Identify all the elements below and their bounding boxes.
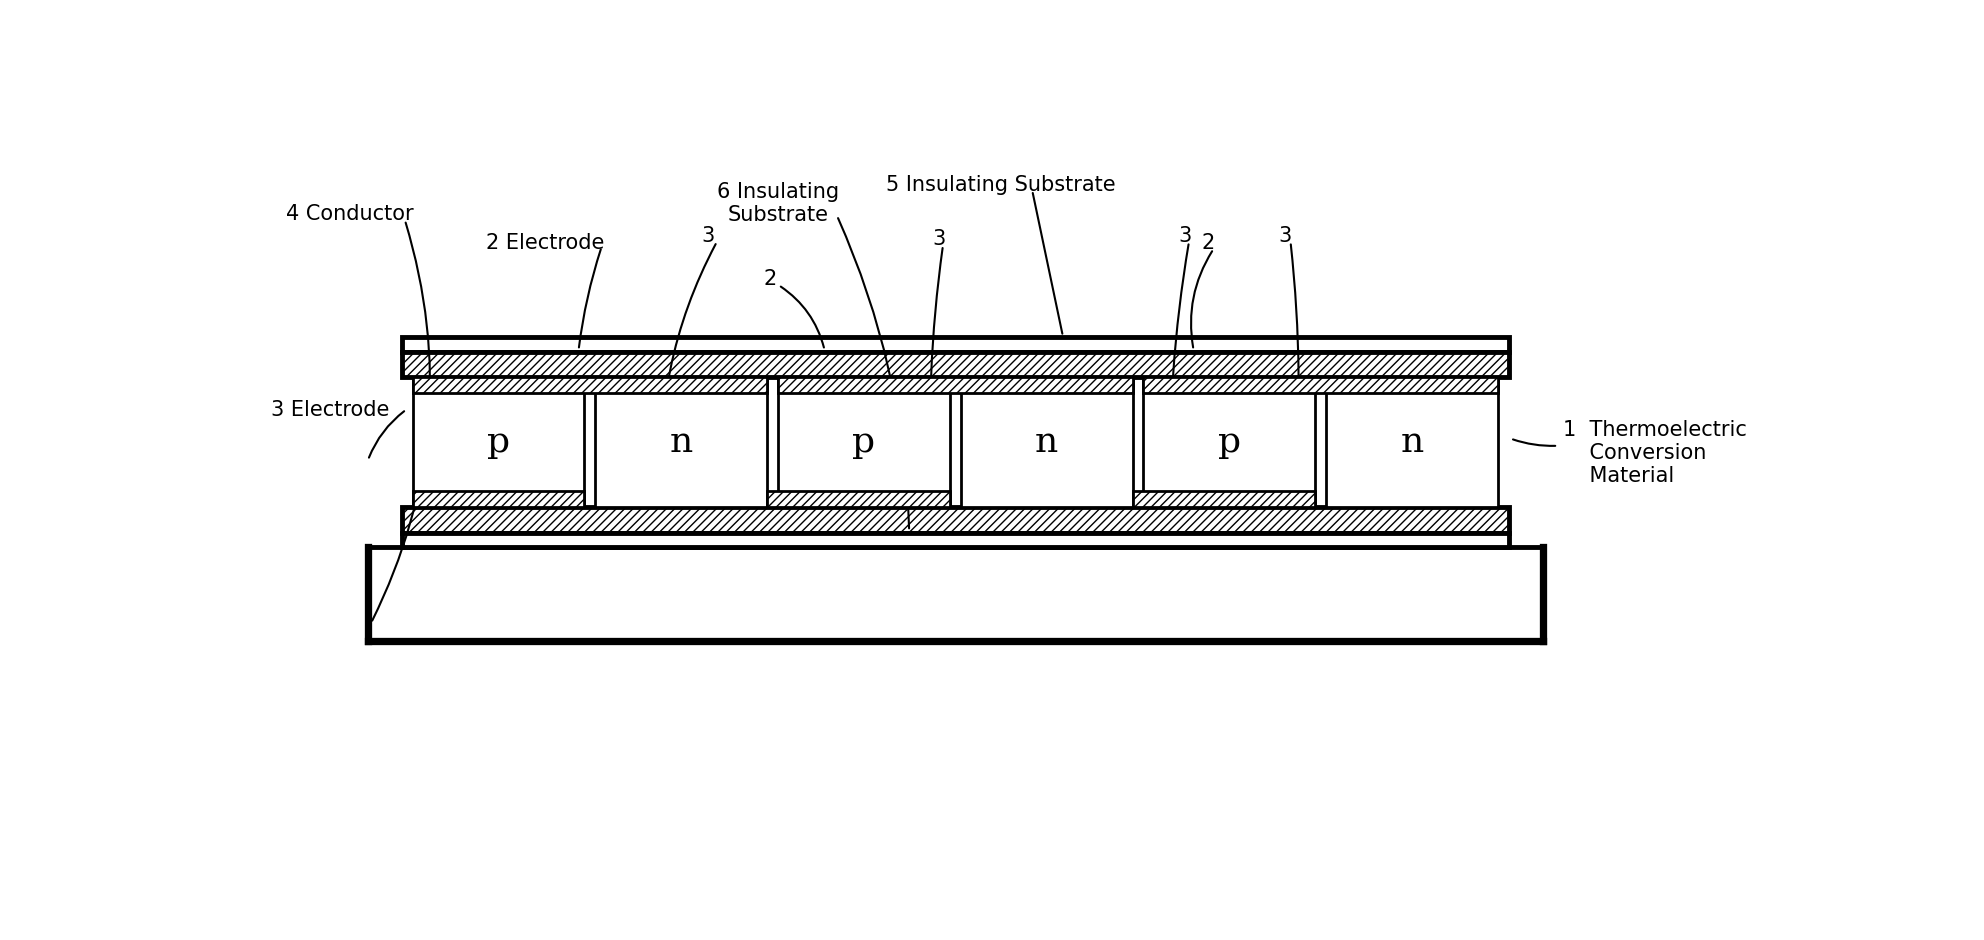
Bar (413, 492, 585, 508)
Text: 2 Electrode: 2 Electrode (486, 233, 605, 253)
Bar (401, 533, 1510, 547)
Bar (413, 377, 768, 393)
Text: n: n (1401, 425, 1425, 459)
Text: 3 Electrode: 3 Electrode (272, 400, 389, 419)
Bar (401, 352, 1510, 377)
Text: p: p (853, 425, 875, 459)
Text: 4 Conductor: 4 Conductor (286, 204, 415, 224)
Bar (1143, 377, 1315, 508)
Text: n: n (669, 425, 692, 459)
Bar (401, 337, 1510, 352)
Text: 6 Insulating
Substrate: 6 Insulating Substrate (718, 181, 839, 225)
Text: 3: 3 (1178, 226, 1192, 246)
Text: 3: 3 (702, 226, 714, 246)
Bar (778, 377, 950, 508)
Text: 5 Insulating Substrate: 5 Insulating Substrate (887, 175, 1115, 196)
Bar (1325, 377, 1498, 508)
Text: 3: 3 (932, 229, 946, 249)
Bar (413, 377, 585, 508)
Text: p: p (486, 425, 510, 459)
Text: 2: 2 (764, 269, 776, 290)
Bar (367, 547, 1544, 641)
Bar (768, 492, 950, 508)
Bar (401, 508, 1510, 533)
Bar (960, 377, 1133, 508)
Text: 3: 3 (1278, 226, 1292, 246)
Text: 1  Thermoelectric
    Conversion
    Material: 1 Thermoelectric Conversion Material (1563, 420, 1746, 486)
Bar (1143, 377, 1498, 393)
Text: 2: 2 (1202, 233, 1214, 253)
Text: n: n (1036, 425, 1057, 459)
Text: p: p (1218, 425, 1240, 459)
Bar (1133, 492, 1315, 508)
Bar (778, 377, 1133, 393)
Bar (595, 377, 768, 508)
